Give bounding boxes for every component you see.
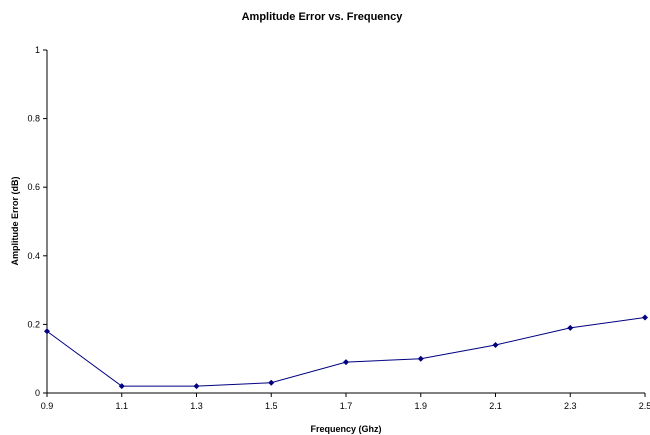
series-points xyxy=(44,314,648,390)
x-tick-label: 2.3 xyxy=(564,401,577,411)
x-tick-label: 0.9 xyxy=(41,401,54,411)
x-tick-label: 2.1 xyxy=(489,401,502,411)
x-tick-label: 1.7 xyxy=(340,401,353,411)
x-axis-label: Frequency (Ghz) xyxy=(310,424,381,434)
data-series xyxy=(44,314,648,390)
y-tick-label: 0.2 xyxy=(27,319,40,329)
x-tick-label: 1.1 xyxy=(115,401,128,411)
y-tick-label: 0.8 xyxy=(27,114,40,124)
data-point-marker xyxy=(268,379,275,386)
x-ticks: 0.9 1.1 1.3 1.5 1.7 1.9 2.1 2.3 2.5 xyxy=(41,393,650,411)
series-line xyxy=(46,317,646,387)
x-tick-label: 2.5 xyxy=(639,401,650,411)
y-ticks: 0 0.2 0.4 0.6 0.8 1 xyxy=(27,45,47,398)
y-tick-label: 1 xyxy=(35,45,40,55)
data-point-marker xyxy=(492,341,499,348)
x-tick-label: 1.3 xyxy=(190,401,203,411)
y-tick-label: 0.4 xyxy=(27,251,40,261)
data-point-marker xyxy=(44,328,50,335)
data-point-marker xyxy=(193,383,200,390)
chart-title: Amplitude Error vs. Frequency xyxy=(242,11,404,23)
x-tick-label: 1.5 xyxy=(265,401,278,411)
y-axis-label: Amplitude Error (dB) xyxy=(10,176,20,265)
data-point-marker xyxy=(417,355,424,362)
data-point-marker xyxy=(567,324,574,331)
data-point-marker xyxy=(642,314,648,321)
data-point-marker xyxy=(118,383,125,390)
y-tick-label: 0 xyxy=(35,388,40,398)
data-point-marker xyxy=(343,359,349,366)
y-tick-label: 0.6 xyxy=(27,182,40,192)
x-tick-label: 1.9 xyxy=(414,401,427,411)
